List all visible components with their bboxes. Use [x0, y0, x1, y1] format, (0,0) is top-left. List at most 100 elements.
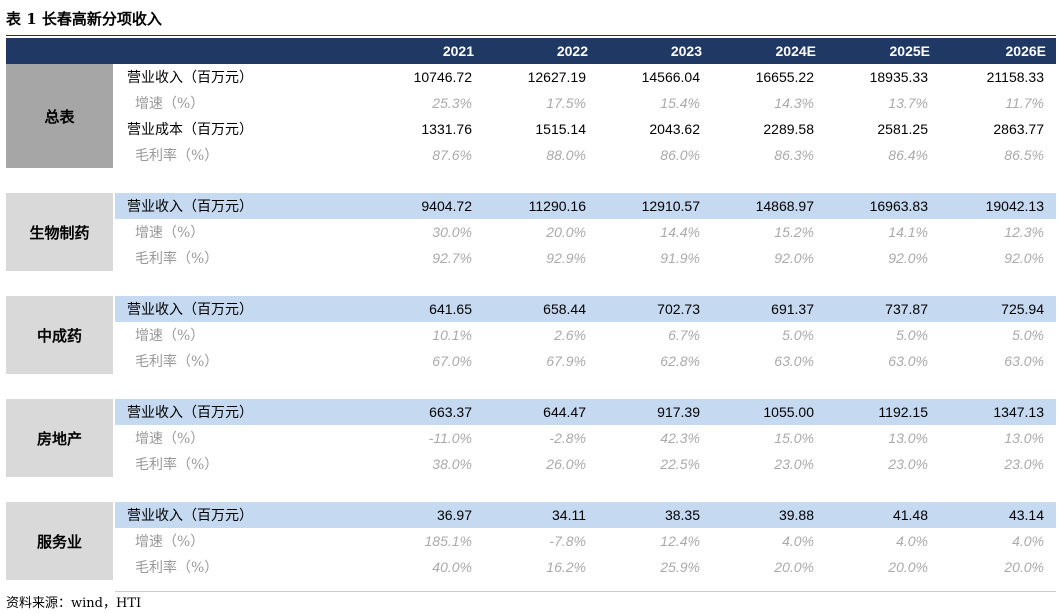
row-label: 毛利率（%）: [135, 148, 219, 164]
value-cell: 702.73: [598, 296, 712, 322]
value-cell: 11290.16: [484, 193, 598, 219]
value-cell: 34.11: [484, 502, 598, 528]
row-label: 营业成本（百万元）: [127, 122, 253, 138]
value-cell: 23.0%: [1004, 456, 1044, 472]
value-cell: 14.1%: [888, 224, 928, 240]
table-row: 中成药 营业收入（百万元） 641.65 658.44 702.73 691.37 737.…: [6, 296, 1056, 374]
value-cell: 12.3%: [1004, 224, 1044, 240]
value-cell: 185.1%: [424, 533, 472, 549]
value-cell: 23.0%: [888, 456, 928, 472]
segment-name: 总表: [6, 64, 115, 168]
value-cell: 641.65: [370, 296, 484, 322]
value-cell: 63.0%: [1004, 353, 1044, 369]
table-row: 毛利率（%） 67.0% 67.9% 62.8% 63.0% 63.0% 63.0%: [6, 348, 1056, 374]
value-cell: 63.0%: [774, 353, 814, 369]
year-header: 2021: [370, 38, 484, 64]
value-cell: 14868.97: [712, 193, 826, 219]
value-cell: 12627.19: [527, 69, 586, 85]
row-label: 增速（%）: [135, 431, 205, 447]
value-cell: 4.0%: [1012, 533, 1044, 549]
spacer-row: [6, 271, 1056, 296]
value-cell: 4.0%: [782, 533, 814, 549]
row-label: 增速（%）: [135, 328, 205, 344]
value-cell: 1055.00: [712, 399, 826, 425]
value-cell: 92.0%: [888, 250, 928, 266]
table-row: 增速（%） 185.1% -7.8% 12.4% 4.0% 4.0% 4.0%: [6, 528, 1056, 554]
year-header: 2022: [484, 38, 598, 64]
value-cell: 91.9%: [660, 250, 700, 266]
value-cell: 2.6%: [554, 327, 586, 343]
value-cell: 2043.62: [649, 121, 700, 137]
spacer-row: [6, 477, 1056, 502]
table-row: 毛利率（%） 38.0% 26.0% 22.5% 23.0% 23.0% 23.0%: [6, 451, 1056, 477]
table-title: 表 1 长春高新分项收入: [6, 10, 162, 28]
value-cell: 10.1%: [432, 327, 472, 343]
table-row: 增速（%） -11.0% -2.8% 42.3% 15.0% 13.0% 13.0%: [6, 425, 1056, 451]
value-cell: 63.0%: [888, 353, 928, 369]
value-cell: -7.8%: [549, 533, 586, 549]
value-cell: 16655.22: [755, 69, 814, 85]
value-cell: 18935.33: [869, 69, 928, 85]
spacer-row: [6, 168, 1056, 193]
value-cell: 15.2%: [774, 224, 814, 240]
table-row: 毛利率（%） 87.6% 88.0% 86.0% 86.3% 86.4% 86.5%: [6, 142, 1056, 168]
value-cell: 1515.14: [535, 121, 586, 137]
value-cell: 5.0%: [1012, 327, 1044, 343]
value-cell: 25.3%: [432, 95, 472, 111]
table-row: 服务业 营业收入（百万元） 36.97 34.11 38.35 39.88 41.48 43.…: [6, 502, 1056, 580]
spacer-cell: [6, 168, 1056, 193]
row-label: 营业收入（百万元）: [114, 193, 370, 219]
value-cell: 13.7%: [888, 95, 928, 111]
row-label: 增速（%）: [135, 96, 205, 112]
value-cell: 86.3%: [774, 147, 814, 163]
value-cell: 92.0%: [1004, 250, 1044, 266]
table-row: 营业成本（百万元） 1331.76 1515.14 2043.62 2289.58 258…: [6, 116, 1056, 142]
value-cell: 20.0%: [546, 224, 586, 240]
value-cell: 20.0%: [774, 559, 814, 575]
year-header: 2023: [598, 38, 712, 64]
spacer-cell: [6, 374, 1056, 399]
value-cell: 737.87: [826, 296, 940, 322]
spacer-cell: [6, 477, 1056, 502]
value-cell: 15.4%: [660, 95, 700, 111]
value-cell: 5.0%: [896, 327, 928, 343]
value-cell: 92.7%: [432, 250, 472, 266]
table-body: 总表 营业收入（百万元） 10746.72 12627.19 14566.04 16655…: [6, 64, 1056, 580]
segment-name: 服务业: [6, 502, 115, 580]
segment-name: 房地产: [6, 399, 115, 477]
spacer-cell: [6, 271, 1056, 296]
value-cell: 20.0%: [1004, 559, 1044, 575]
row-label: 增速（%）: [135, 225, 205, 241]
value-cell: -2.8%: [549, 430, 586, 446]
row-label: 毛利率（%）: [135, 560, 219, 576]
value-cell: 87.6%: [432, 147, 472, 163]
value-cell: 88.0%: [546, 147, 586, 163]
value-cell: 86.0%: [660, 147, 700, 163]
value-cell: 67.0%: [432, 353, 472, 369]
bottom-rule: [115, 591, 1056, 592]
spacer-row: [6, 374, 1056, 399]
value-cell: 11.7%: [1005, 95, 1044, 111]
value-cell: 67.9%: [546, 353, 586, 369]
value-cell: 23.0%: [774, 456, 814, 472]
row-label: 营业收入（百万元）: [127, 70, 253, 86]
title-rule: [6, 35, 1056, 36]
value-cell: 39.88: [712, 502, 826, 528]
revenue-table: 2021 2022 2023 2024E 2025E 2026E 总表 营业收入（…: [6, 38, 1056, 580]
value-cell: 20.0%: [888, 559, 928, 575]
row-label: 增速（%）: [135, 534, 205, 550]
value-cell: 1331.76: [421, 121, 472, 137]
table-row: 增速（%） 30.0% 20.0% 14.4% 15.2% 14.1% 12.3%: [6, 219, 1056, 245]
value-cell: 1347.13: [940, 399, 1056, 425]
value-cell: 10746.72: [413, 69, 472, 85]
value-cell: 38.0%: [432, 456, 472, 472]
value-cell: 5.0%: [782, 327, 814, 343]
value-cell: 25.9%: [660, 559, 700, 575]
value-cell: 6.7%: [668, 327, 700, 343]
value-cell: 658.44: [484, 296, 598, 322]
value-cell: 30.0%: [432, 224, 472, 240]
value-cell: 725.94: [940, 296, 1056, 322]
row-label: 毛利率（%）: [135, 457, 219, 473]
value-cell: 2289.58: [763, 121, 814, 137]
row-label: 毛利率（%）: [135, 354, 219, 370]
